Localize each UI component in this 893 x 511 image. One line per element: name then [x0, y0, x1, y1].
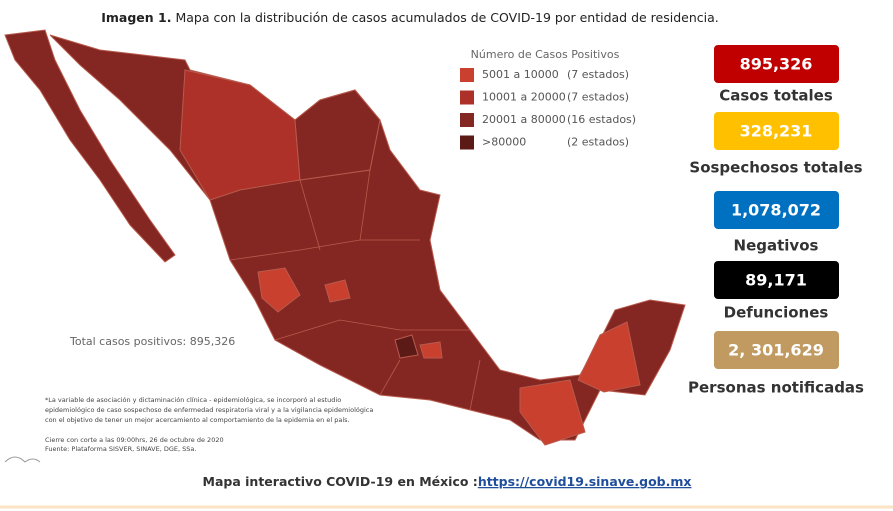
state: [179, 69, 301, 201]
state: [577, 321, 641, 393]
state: [519, 379, 586, 446]
stat-value: 2, 301,629: [728, 341, 824, 360]
stat-label: Sospechosos totales: [689, 159, 862, 177]
baja-california: [4, 29, 176, 263]
legend-count: (7 estados): [567, 68, 629, 81]
legend-range: 10001 a 20000: [482, 91, 566, 104]
note-line: *La variable de asociación y dictaminaci…: [45, 396, 341, 404]
footer-link[interactable]: https://covid19.sinave.gob.mx: [478, 474, 692, 489]
title-text: Mapa con la distribución de casos acumul…: [175, 10, 718, 25]
total-text: Total casos positivos: 895,326: [69, 335, 235, 348]
legend-count: (16 estados): [567, 113, 636, 126]
state: [394, 334, 419, 359]
state: [294, 89, 381, 181]
legend-range: >80000: [482, 136, 526, 149]
legend-range: 20001 a 80000: [482, 113, 566, 126]
title-label: Imagen 1.: [101, 10, 171, 25]
source-line: Fuente: Plataforma SISVER, SINAVE, DGE, …: [45, 445, 196, 453]
logo: [4, 456, 41, 463]
legend-swatch: [460, 68, 474, 82]
footer-text: Mapa interactivo COVID-19 en México :: [203, 474, 478, 489]
legend: Número de Casos Positivos 5001 a 10000 (7…: [460, 48, 636, 150]
state: [257, 267, 301, 313]
note-line: epidemiológico de caso sospechoso de enf…: [45, 406, 373, 414]
notes: *La variable de asociación y dictaminaci…: [45, 396, 373, 453]
stat-box: [714, 261, 839, 299]
note-line: con el objetivo de tener un mejor acerca…: [45, 416, 350, 424]
stat-value: 1,078,072: [731, 201, 821, 220]
map: [4, 29, 686, 463]
legend-swatch: [460, 135, 474, 150]
legend-count: (2 estados): [567, 136, 629, 149]
source-line: Cierre con corte a las 09:00hrs, 26 de o…: [45, 436, 224, 444]
stat-box: [714, 331, 839, 369]
stat-value: 895,326: [740, 55, 813, 74]
stats: 895,326 Casos totales 328,231 Sospechosos t…: [688, 45, 864, 397]
stat-label: Negativos: [734, 237, 819, 255]
stat-value: 89,171: [745, 271, 807, 290]
stat-label: Personas notificadas: [688, 379, 864, 397]
state: [324, 279, 351, 303]
footer: Mapa interactivo COVID-19 en México :htt…: [203, 474, 692, 489]
stat-box: [714, 45, 839, 83]
stat-value: 328,231: [740, 122, 813, 141]
legend-count: (7 estados): [567, 91, 629, 104]
stat-label: Casos totales: [719, 87, 833, 105]
legend-swatch: [460, 113, 474, 127]
stat-label: Defunciones: [724, 304, 829, 322]
legend-swatch: [460, 90, 474, 105]
stat-box: [714, 112, 839, 150]
legend-title: Número de Casos Positivos: [471, 48, 620, 61]
stat-box: [714, 191, 839, 229]
title: Imagen 1. Mapa con la distribución de ca…: [101, 10, 719, 25]
legend-range: 5001 a 10000: [482, 68, 559, 81]
state: [419, 341, 443, 359]
